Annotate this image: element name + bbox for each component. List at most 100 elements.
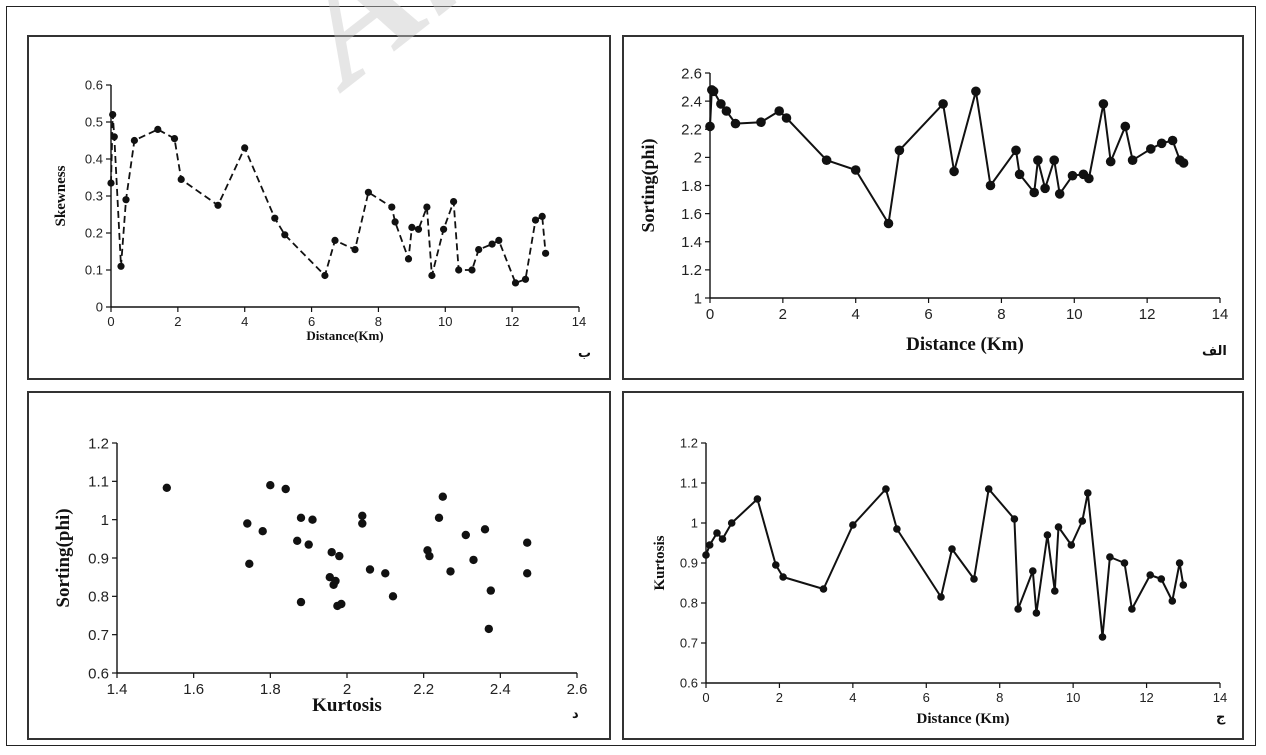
panel-label-b: ب bbox=[578, 346, 592, 361]
data-point bbox=[705, 121, 715, 132]
data-point bbox=[1168, 597, 1177, 605]
data-point bbox=[484, 624, 493, 634]
data-point bbox=[1178, 158, 1189, 168]
sorting-panel: 1 1.2 1.4 1.6 1.8 2 2.2 2.4 2.6 0 2 4 6 8 10 12 14 Distan… bbox=[622, 35, 1244, 380]
data-point bbox=[531, 216, 540, 224]
data-point bbox=[538, 212, 546, 220]
data-point bbox=[468, 266, 476, 274]
data-point bbox=[702, 551, 710, 559]
data-point bbox=[938, 99, 948, 109]
y-tick-label: 0.2 bbox=[85, 226, 103, 241]
data-point bbox=[1029, 187, 1039, 198]
kurtosis-chart: 0.6 0.7 0.8 0.9 1 1.1 1.2 0 2 4 6 8 10 12 14 Distance (… bbox=[652, 436, 1227, 727]
data-point bbox=[1033, 155, 1043, 165]
data-point bbox=[850, 165, 861, 175]
x-tick-label: 4 bbox=[849, 690, 856, 705]
data-point bbox=[1040, 183, 1050, 194]
data-point bbox=[1105, 156, 1116, 167]
data-point bbox=[428, 271, 436, 280]
x-tick-label: 8 bbox=[375, 314, 382, 329]
data-point bbox=[304, 540, 313, 549]
data-point bbox=[408, 223, 416, 231]
data-point bbox=[730, 118, 741, 129]
data-point bbox=[883, 218, 894, 229]
y-tick-label: 0.9 bbox=[88, 550, 109, 567]
data-point bbox=[214, 201, 222, 209]
data-point bbox=[364, 188, 372, 196]
data-point bbox=[849, 521, 857, 529]
data-point bbox=[440, 225, 448, 233]
data-point bbox=[130, 136, 138, 145]
data-point bbox=[1054, 523, 1063, 531]
y-tick-label: 1.1 bbox=[680, 476, 698, 491]
data-point bbox=[480, 525, 490, 534]
data-point bbox=[1098, 99, 1109, 109]
data-point bbox=[1014, 605, 1022, 613]
data-point bbox=[1106, 553, 1114, 561]
y-tick-label: 1.6 bbox=[681, 206, 702, 223]
data-point bbox=[949, 166, 959, 177]
data-point bbox=[1146, 144, 1156, 154]
data-point bbox=[985, 180, 996, 191]
x-tick-label: 4 bbox=[852, 306, 860, 323]
y-tick-label: 0.1 bbox=[85, 263, 103, 278]
data-point bbox=[1029, 567, 1037, 575]
x-tick-label: 6 bbox=[923, 690, 930, 705]
x-tick-label: 14 bbox=[1212, 306, 1229, 323]
data-point bbox=[331, 236, 339, 244]
y-tick-label: 1 bbox=[691, 516, 698, 531]
data-point bbox=[721, 106, 732, 116]
x-tick-label: 0 bbox=[702, 690, 709, 705]
data-point bbox=[321, 271, 329, 280]
scatter-chart: 0.6 0.7 0.8 0.9 1 1.1 1.2 1.4 1.6 1.8 2 2.2 2.4 2.6 Ku… bbox=[53, 435, 587, 716]
x-tick-label: 4 bbox=[241, 314, 248, 329]
data-point bbox=[1054, 189, 1065, 199]
data-point bbox=[162, 483, 171, 492]
data-point bbox=[1098, 633, 1107, 641]
data-point bbox=[281, 484, 290, 494]
data-point bbox=[271, 214, 279, 222]
data-point bbox=[358, 519, 367, 528]
y-tick-label: 2.4 bbox=[681, 93, 702, 110]
y-tick-label: 0.7 bbox=[88, 627, 109, 644]
data-point bbox=[381, 569, 390, 578]
y-tick-label: 0.6 bbox=[88, 665, 109, 682]
data-point bbox=[469, 555, 478, 565]
data-point bbox=[107, 179, 115, 187]
data-point bbox=[523, 569, 532, 578]
data-point bbox=[894, 145, 905, 156]
y-tick-label: 2.2 bbox=[681, 122, 702, 139]
data-point bbox=[893, 525, 901, 533]
x-tick-label: 2 bbox=[779, 306, 787, 323]
x-tick-label: 6 bbox=[924, 306, 932, 323]
data-point bbox=[708, 86, 719, 97]
data-point bbox=[821, 155, 832, 165]
x-tick-label: 0 bbox=[706, 306, 714, 323]
y-tick-label: 0.8 bbox=[88, 589, 109, 606]
data-point bbox=[1175, 559, 1184, 567]
data-point bbox=[523, 538, 532, 547]
data-point bbox=[970, 575, 978, 583]
x-tick-label: 0 bbox=[107, 314, 114, 329]
data-point bbox=[882, 485, 890, 493]
data-point bbox=[446, 567, 455, 576]
y-tick-label: 0.9 bbox=[680, 556, 698, 571]
x-axis-label: Distance (Km) bbox=[917, 711, 1010, 727]
data-point bbox=[781, 113, 792, 123]
x-tick-label: 1.4 bbox=[107, 681, 128, 698]
y-tick-label: 1.8 bbox=[681, 178, 702, 195]
data-point bbox=[327, 548, 336, 557]
data-point bbox=[461, 530, 470, 540]
x-tick-label: 10 bbox=[438, 314, 452, 329]
figure-frame: 0 0.1 0.2 0.3 0.4 0.5 0.6 0 2 4 6 8 10 12 14 Distance(K… bbox=[6, 0, 1256, 746]
data-point bbox=[713, 529, 721, 537]
x-tick-label: 2 bbox=[174, 314, 181, 329]
data-point bbox=[521, 275, 530, 283]
data-point bbox=[948, 545, 956, 553]
data-point bbox=[1157, 575, 1166, 583]
y-axis-label: Sorting(phi) bbox=[638, 138, 659, 232]
y-tick-label: 0.3 bbox=[85, 189, 103, 204]
data-point bbox=[1120, 121, 1131, 132]
x-tick-label: 10 bbox=[1066, 690, 1080, 705]
data-point bbox=[414, 225, 423, 233]
